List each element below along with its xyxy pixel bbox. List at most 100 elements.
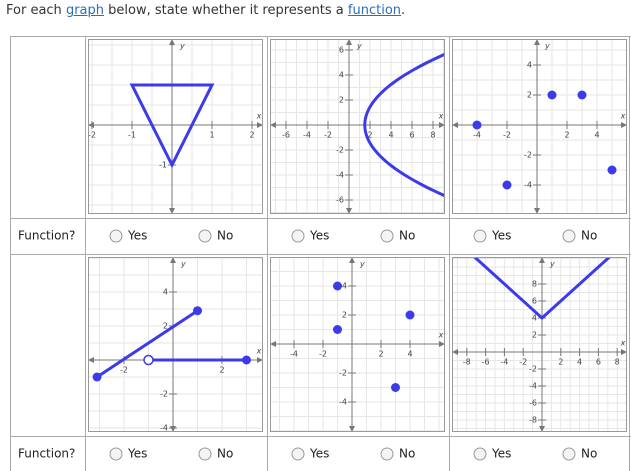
- y-tick-label: -2: [524, 151, 532, 160]
- y-tick-label: 4: [527, 61, 532, 70]
- point: [333, 281, 342, 291]
- y-tick-label: 2: [342, 311, 347, 320]
- radio-button[interactable]: [380, 447, 394, 461]
- x-tick-label: -2: [88, 131, 96, 140]
- x-axis-label: x: [256, 347, 262, 356]
- x-tick-label: 2: [558, 358, 563, 367]
- radio-button[interactable]: [291, 447, 305, 461]
- x-tick-label: -4: [290, 350, 298, 359]
- x-tick-label: 4: [407, 350, 412, 359]
- y-tick-label: -4: [160, 424, 168, 433]
- choice-label: Yes: [491, 447, 511, 461]
- parabola: [363, 52, 445, 198]
- graph-frame: [270, 39, 445, 214]
- arrowhead: [346, 39, 352, 45]
- x-tick-label: 6: [409, 131, 414, 140]
- y-tick-label: 2: [532, 331, 537, 340]
- x-tick-label: 2: [249, 131, 254, 140]
- point: [607, 165, 617, 175]
- x-tick-label: 2: [219, 366, 224, 375]
- arrowhead: [534, 208, 540, 214]
- radio-button[interactable]: [562, 447, 576, 461]
- y-tick-label: -6: [336, 196, 344, 205]
- closed-point: [92, 372, 102, 382]
- closed-point: [242, 355, 251, 365]
- x-axis-label: x: [438, 331, 444, 340]
- y-tick-label: 6: [532, 297, 537, 306]
- y-axis-label: y: [549, 260, 555, 269]
- radio-button[interactable]: [109, 447, 123, 461]
- radio-button[interactable]: [198, 447, 212, 461]
- arrowhead: [452, 122, 458, 128]
- segment: [96, 309, 199, 379]
- graph: -4 -2 2 4 -4 -2 2 4 x y: [270, 257, 445, 432]
- radio-button[interactable]: [380, 229, 394, 243]
- prompt-text: For each: [6, 3, 66, 18]
- x-axis-label: x: [256, 112, 262, 121]
- y-tick-label: -2: [160, 390, 168, 399]
- point: [502, 180, 512, 190]
- y-tick-label: -8: [529, 416, 537, 425]
- x-tick-label: -4: [500, 358, 508, 367]
- arrowhead: [270, 122, 276, 128]
- y-tick-label: -2: [529, 365, 537, 374]
- function-link[interactable]: function: [347, 3, 402, 18]
- radio-button[interactable]: [562, 229, 576, 243]
- arrowhead: [169, 39, 175, 45]
- arrowhead: [270, 341, 276, 347]
- y-tick-label: 2: [527, 91, 532, 100]
- graph: -8 -6 -4 -2 2 4 6 8 -8 -6 -4 -2 2 4 6 8 x y: [452, 257, 627, 432]
- choice-label: No: [581, 229, 597, 243]
- radio-button[interactable]: [473, 229, 487, 243]
- radio-button[interactable]: [198, 229, 212, 243]
- x-tick-label: -2: [120, 366, 128, 375]
- arrowhead: [170, 257, 176, 263]
- table-borders: [10, 36, 631, 471]
- radio-button[interactable]: [109, 229, 123, 243]
- choice-label: Yes: [309, 229, 329, 243]
- choice-label: No: [217, 229, 233, 243]
- y-tick-label: 8: [532, 280, 537, 289]
- x-tick-label: 2: [564, 131, 569, 140]
- x-axis-label: x: [620, 112, 626, 121]
- y-tick-label: -4: [524, 181, 532, 190]
- x-tick-label: -6: [482, 358, 490, 367]
- y-tick-label: -6: [529, 399, 537, 408]
- choice-label: No: [581, 447, 597, 461]
- y-tick-label: 4: [163, 288, 168, 297]
- y-tick-label: 4: [532, 314, 537, 323]
- choice-label: No: [217, 447, 233, 461]
- x-tick-label: -8: [463, 358, 471, 367]
- graph-frame: [270, 257, 445, 432]
- choice-label: No: [399, 229, 415, 243]
- point: [472, 120, 482, 130]
- y-axis-label: y: [359, 260, 365, 269]
- answer-label: Function?: [18, 447, 75, 461]
- radio-button[interactable]: [473, 447, 487, 461]
- y-axis-label: y: [179, 42, 185, 51]
- graph-frame: [452, 257, 627, 432]
- x-tick-label: -2: [519, 358, 527, 367]
- open-point: [143, 354, 154, 366]
- x-axis-label: x: [438, 112, 444, 121]
- radio-button[interactable]: [291, 229, 305, 243]
- graph: -2 -1 1 2 -1 x y: [88, 39, 263, 214]
- x-tick-label: 8: [615, 358, 620, 367]
- arrowhead: [452, 349, 458, 355]
- arrowhead: [439, 341, 445, 347]
- graph-link[interactable]: graph: [65, 3, 104, 18]
- x-tick-label: -4: [473, 131, 481, 140]
- y-tick-label: -1: [159, 161, 167, 170]
- arrowhead: [439, 122, 445, 128]
- point: [547, 90, 557, 100]
- choice-label: No: [399, 447, 415, 461]
- arrowhead: [349, 426, 355, 432]
- y-tick-label: 4: [339, 71, 344, 80]
- x-tick-label: -2: [503, 131, 511, 140]
- point: [577, 90, 587, 100]
- y-tick-label: 6: [339, 46, 344, 55]
- prompt-text: below, state whether it represents a: [104, 3, 348, 18]
- x-tick-label: 8: [430, 131, 435, 140]
